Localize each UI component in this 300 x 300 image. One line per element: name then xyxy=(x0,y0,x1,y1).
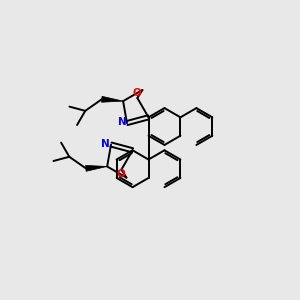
Text: N: N xyxy=(101,139,110,149)
Polygon shape xyxy=(85,165,107,171)
Polygon shape xyxy=(101,96,123,102)
Text: O: O xyxy=(116,169,125,179)
Text: O: O xyxy=(133,88,141,98)
Text: N: N xyxy=(118,118,126,128)
